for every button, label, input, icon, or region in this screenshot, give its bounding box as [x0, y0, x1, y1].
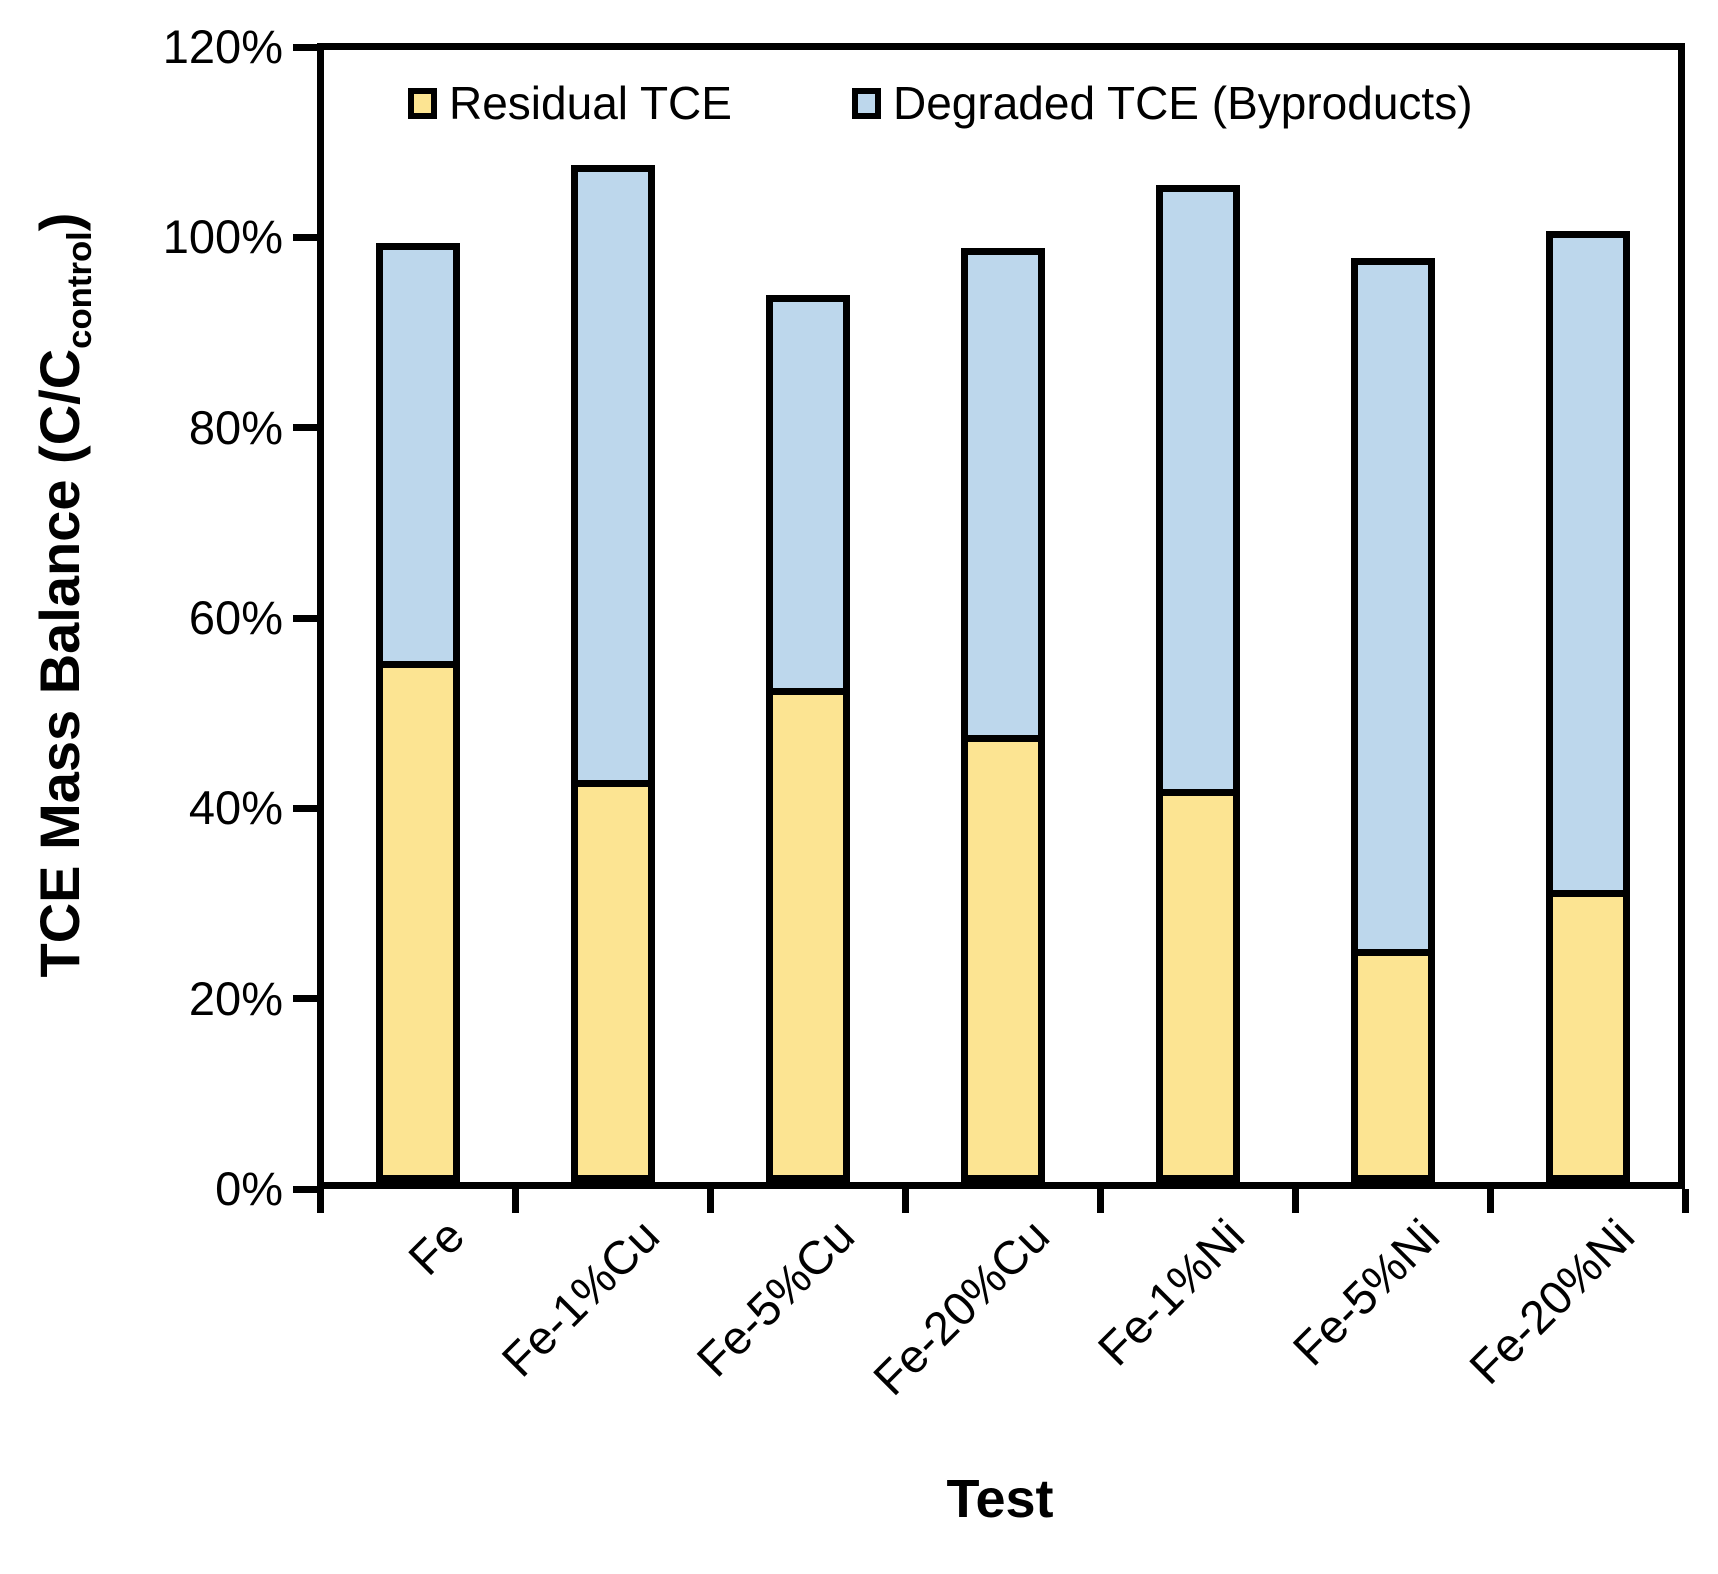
bar-segment-residual-tce — [765, 694, 850, 1182]
y-axis-title-close: ) — [28, 212, 91, 232]
y-tick-label: 120% — [162, 20, 283, 73]
x-tick — [1291, 1189, 1299, 1213]
x-tick — [1486, 1189, 1494, 1213]
bar-segment-residual-tce — [1350, 956, 1435, 1182]
y-tick-label: 60% — [188, 591, 283, 644]
y-tick — [293, 995, 317, 1003]
x-tick — [901, 1189, 909, 1213]
bar-segment-degraded-tce — [375, 242, 460, 669]
bar-segment-residual-tce — [1545, 897, 1630, 1182]
legend-label-degraded-tce: Degraded TCE (Byproducts) — [893, 77, 1473, 129]
legend-swatch-degraded-tce — [852, 87, 881, 119]
y-axis-title: TCE Mass Balance (C/Ccontrol) — [20, 0, 100, 1195]
bar-stack-fe-1-ni — [1155, 184, 1240, 1182]
bar-stack-fe-20-ni — [1545, 231, 1630, 1182]
bar-segment-degraded-tce — [765, 295, 850, 695]
y-axis-title-subscript: control — [61, 231, 100, 349]
x-tick — [511, 1189, 519, 1213]
x-tick — [1681, 1189, 1689, 1213]
y-tick — [293, 1185, 317, 1193]
bar-stack-fe-1-cu — [570, 164, 655, 1182]
bar-segment-degraded-tce — [1545, 231, 1630, 898]
y-tick — [293, 43, 317, 51]
y-tick-label: 80% — [188, 400, 283, 454]
bar-stack-fe — [375, 242, 460, 1182]
bar-stack-fe-20-cu — [960, 248, 1045, 1182]
y-tick-label: 0% — [215, 1162, 283, 1215]
bar-segment-residual-tce — [1155, 795, 1240, 1182]
bar-segment-residual-tce — [960, 742, 1045, 1182]
bar-segment-degraded-tce — [570, 164, 655, 788]
y-tick — [293, 614, 317, 622]
legend-label-residual-tce: Residual TCE — [449, 77, 732, 129]
bar-segment-degraded-tce — [1155, 184, 1240, 796]
x-tick — [1096, 1189, 1104, 1213]
x-tick — [706, 1189, 714, 1213]
y-tick-label: 20% — [188, 971, 283, 1025]
bar-stack-fe-5-ni — [1350, 257, 1435, 1182]
y-tick — [293, 233, 317, 241]
y-axis-title-main: TCE Mass Balance (C/C — [28, 348, 91, 978]
bar-segment-residual-tce — [570, 787, 655, 1182]
bar-segment-degraded-tce — [960, 248, 1045, 743]
y-tick — [293, 424, 317, 432]
y-tick — [293, 804, 317, 812]
bar-segment-degraded-tce — [1350, 257, 1435, 957]
x-tick — [316, 1189, 324, 1213]
y-tick-label: 40% — [188, 781, 283, 835]
x-axis-title: Test — [946, 1469, 1054, 1529]
legend-swatch-residual-tce — [408, 87, 437, 119]
bar-segment-residual-tce — [375, 668, 460, 1182]
bar-stack-fe-5-cu — [765, 295, 850, 1182]
legend-item-degraded-tce: Degraded TCE (Byproducts) — [852, 77, 1473, 129]
legend-item-residual-tce: Residual TCE — [408, 77, 732, 129]
y-tick-label: 100% — [162, 210, 283, 264]
